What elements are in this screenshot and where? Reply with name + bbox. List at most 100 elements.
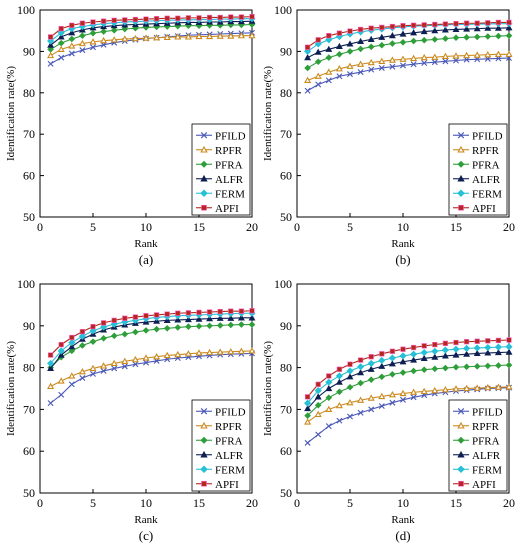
data-point-rpfr xyxy=(357,396,365,403)
legend-label-apfi: APFI xyxy=(472,479,496,491)
data-point-ferm xyxy=(100,323,108,331)
x-tick-label: 5 xyxy=(347,220,353,234)
legend-box xyxy=(448,123,508,216)
chart-panel-2: 50 60 70 80 90 100 0 5 10 15 20 Rank Identification … xyxy=(262,3,515,267)
data-point-rpfr xyxy=(184,350,192,357)
data-point-pfra xyxy=(121,25,129,33)
data-point-apfi xyxy=(132,16,139,23)
data-point-alfr xyxy=(505,348,513,355)
data-point-alfr xyxy=(47,41,55,48)
data-point-pfra xyxy=(142,327,150,334)
data-point-apfi xyxy=(400,23,406,29)
data-point-apfi xyxy=(175,15,181,21)
data-point-pfild xyxy=(143,359,149,366)
data-point-pfra xyxy=(484,362,492,370)
data-point-rpfr xyxy=(206,348,214,356)
y-tick-label: 80 xyxy=(280,86,292,100)
x-tick-label: 10 xyxy=(140,496,152,510)
data-point-pfra xyxy=(431,36,439,43)
data-point-apfi xyxy=(495,19,502,26)
y-tick-label: 90 xyxy=(23,44,35,58)
data-point-pfild xyxy=(111,365,118,372)
data-point-alfr xyxy=(237,314,245,321)
data-point-pfild xyxy=(400,396,406,403)
data-point-pfra xyxy=(248,321,256,328)
data-point-alfr xyxy=(304,404,312,412)
data-point-pfild xyxy=(336,73,343,80)
series-rpfr xyxy=(47,347,256,390)
series-apfi xyxy=(47,308,255,358)
data-point-apfi xyxy=(326,33,332,39)
y-axis-label: Identification rate(%) xyxy=(5,341,17,436)
series-apfi xyxy=(47,13,255,40)
data-point-rpfr xyxy=(163,351,171,359)
data-point-rpfr xyxy=(388,391,396,398)
data-point-pfra xyxy=(325,54,333,61)
data-point-pfild xyxy=(368,406,375,413)
data-point-pfild xyxy=(442,58,449,65)
legend-box xyxy=(448,399,508,492)
data-point-alfr xyxy=(431,353,439,360)
data-point-alfr xyxy=(441,26,449,33)
data-point-rpfr xyxy=(399,55,407,62)
legend-marker-rpfr xyxy=(200,421,208,429)
data-point-apfi xyxy=(315,381,321,387)
data-point-rpfr xyxy=(357,60,365,67)
data-point-pfra xyxy=(357,379,364,387)
data-point-rpfr xyxy=(142,34,150,41)
data-point-apfi xyxy=(132,314,139,320)
data-point-pfra xyxy=(389,370,396,378)
x-tick-label: 10 xyxy=(397,220,409,234)
data-point-pfild xyxy=(378,64,385,71)
data-point-rpfr xyxy=(227,32,235,39)
data-point-apfi xyxy=(196,15,202,21)
x-tick-label: 15 xyxy=(450,220,462,234)
y-tick-label: 50 xyxy=(23,210,35,224)
data-point-rpfr xyxy=(142,354,150,361)
data-point-rpfr xyxy=(248,31,256,39)
legend-label-rpfr: RPFR xyxy=(215,421,243,433)
data-point-apfi xyxy=(389,23,396,30)
data-point-pfra xyxy=(206,322,213,330)
y-tick-label: 60 xyxy=(23,169,35,183)
data-point-rpfr xyxy=(89,38,97,45)
data-point-ferm xyxy=(57,29,65,37)
data-point-rpfr xyxy=(473,384,481,391)
data-point-ferm xyxy=(325,36,333,44)
data-point-ferm xyxy=(335,372,343,380)
data-point-pfild xyxy=(336,417,343,424)
data-point-pfild xyxy=(357,409,364,416)
data-point-ferm xyxy=(89,327,97,335)
data-point-apfi xyxy=(217,14,223,21)
data-point-rpfr xyxy=(184,33,192,40)
data-point-rpfr xyxy=(346,62,354,69)
data-point-pfra xyxy=(399,369,407,376)
data-point-alfr xyxy=(388,32,396,39)
legend-label-apfi: APFI xyxy=(215,203,239,215)
data-point-pfra xyxy=(336,388,343,396)
x-tick-label: 5 xyxy=(347,496,353,510)
data-point-apfi xyxy=(442,340,449,346)
data-point-rpfr xyxy=(335,401,343,409)
data-point-rpfr xyxy=(431,53,439,60)
data-point-alfr xyxy=(227,314,235,321)
data-point-apfi xyxy=(347,28,353,34)
y-tick-label: 90 xyxy=(23,319,35,333)
series-pfild xyxy=(304,55,512,94)
data-point-pfra xyxy=(304,64,311,72)
legend-label-rpfr: RPFR xyxy=(215,145,243,157)
data-point-rpfr xyxy=(237,347,245,354)
data-point-ferm xyxy=(494,343,502,351)
data-point-ferm xyxy=(68,338,76,347)
data-point-pfra xyxy=(132,328,139,336)
data-point-pfra xyxy=(57,39,65,47)
series-ferm xyxy=(47,15,256,45)
data-point-alfr xyxy=(473,25,481,32)
data-point-alfr xyxy=(248,314,256,321)
data-point-apfi xyxy=(238,14,245,20)
x-tick-label: 20 xyxy=(246,496,258,510)
data-point-pfild xyxy=(421,60,428,66)
data-point-rpfr xyxy=(505,383,513,390)
data-point-pfra xyxy=(121,330,129,338)
data-point-alfr xyxy=(484,349,492,356)
